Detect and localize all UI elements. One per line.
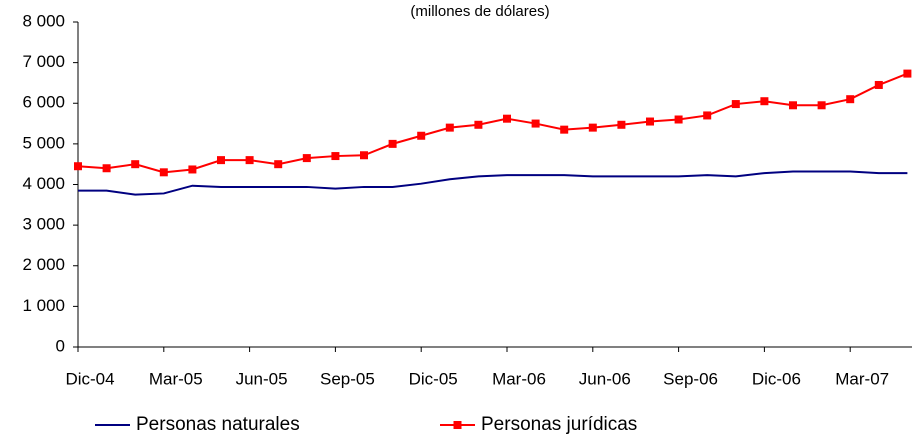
point-marker xyxy=(274,160,283,169)
legend-label: Personas naturales xyxy=(136,414,300,435)
legend-marker xyxy=(453,421,462,429)
point-marker xyxy=(674,115,683,124)
chart-subtitle: (millones de dólares) xyxy=(410,3,549,20)
x-tick-label: Jun-05 xyxy=(236,369,288,388)
x-tick-label: Dic-05 xyxy=(409,369,458,388)
y-tick-label: 1 000 xyxy=(22,296,65,315)
point-marker xyxy=(874,80,883,89)
point-marker xyxy=(474,120,483,129)
x-tick-label: Jun-06 xyxy=(579,369,631,388)
y-tick-label: 6 000 xyxy=(22,93,65,112)
y-tick-label: 2 000 xyxy=(22,255,65,274)
point-marker xyxy=(503,114,511,123)
point-marker xyxy=(159,168,168,177)
series-line xyxy=(77,72,908,174)
point-marker xyxy=(703,111,712,120)
x-tick-label: Mar-07 xyxy=(835,369,889,388)
point-marker xyxy=(789,101,797,110)
point-marker xyxy=(903,69,912,78)
legend-label: Personas jurídicas xyxy=(481,414,637,435)
y-tick-label: 0 xyxy=(56,336,65,355)
point-marker xyxy=(531,119,540,128)
point-marker xyxy=(302,154,311,163)
x-tick-label: Mar-05 xyxy=(149,369,203,388)
point-marker xyxy=(646,117,654,126)
point-marker xyxy=(217,156,225,165)
point-marker xyxy=(331,152,340,161)
point-marker xyxy=(731,100,740,109)
point-marker xyxy=(102,164,111,173)
point-marker xyxy=(360,151,368,160)
x-tick-label: Mar-06 xyxy=(492,369,546,388)
y-tick-label: 7 000 xyxy=(22,52,65,71)
point-marker xyxy=(817,101,826,110)
x-tick-label: Sep-06 xyxy=(663,369,718,388)
point-marker xyxy=(388,139,397,148)
x-tick-label: Dic-04 xyxy=(65,369,114,388)
point-marker xyxy=(245,156,254,165)
y-tick-label: 4 000 xyxy=(22,174,65,193)
series-line xyxy=(78,170,908,196)
point-marker xyxy=(74,162,82,171)
point-marker xyxy=(417,131,426,140)
y-tick-label: 5 000 xyxy=(22,133,65,152)
x-tick-label: Dic-06 xyxy=(752,369,801,388)
x-tick-label: Sep-05 xyxy=(320,369,375,388)
point-marker xyxy=(560,125,569,134)
y-tick-label: 3 000 xyxy=(22,215,65,234)
point-marker xyxy=(188,165,197,174)
point-marker xyxy=(846,95,855,104)
point-marker xyxy=(131,160,140,169)
point-marker xyxy=(617,120,626,129)
point-marker xyxy=(760,97,769,106)
y-tick-label: 8 000 xyxy=(22,11,65,30)
point-marker xyxy=(445,123,454,132)
point-marker xyxy=(588,123,597,132)
